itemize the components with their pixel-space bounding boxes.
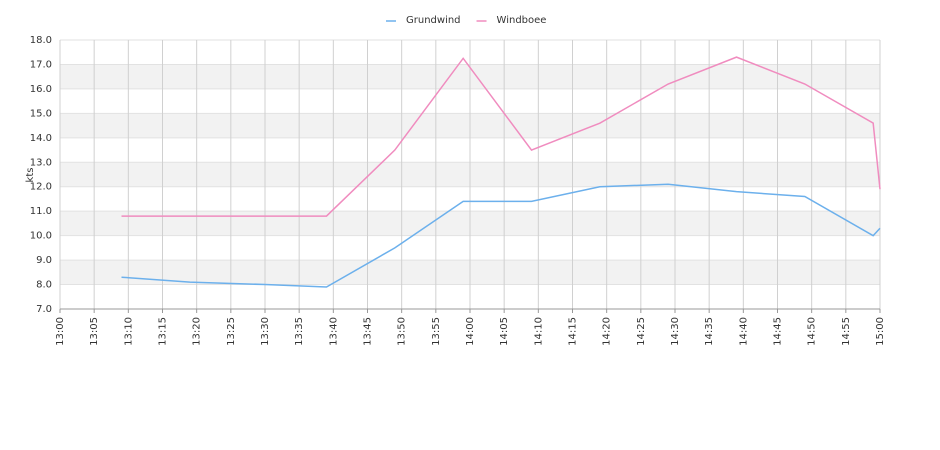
x-tick-label: 14:30 bbox=[670, 317, 681, 346]
x-tick-label: 13:15 bbox=[158, 317, 169, 346]
x-tick-label: 13:40 bbox=[328, 317, 339, 346]
y-tick-label: 17.0 bbox=[30, 59, 52, 70]
x-tick-label: 13:20 bbox=[192, 317, 203, 346]
x-tick-label: 14:00 bbox=[465, 317, 476, 346]
x-tick-label: 14:25 bbox=[636, 317, 647, 346]
x-tick-label: 13:25 bbox=[226, 317, 237, 346]
x-tick-label: 14:45 bbox=[773, 317, 784, 346]
x-tick-label: 14:55 bbox=[841, 317, 852, 346]
y-tick-label: 18.0 bbox=[30, 35, 52, 46]
x-tick-label: 14:20 bbox=[602, 317, 613, 346]
x-tick-label: 13:55 bbox=[431, 317, 442, 346]
x-tick-label: 13:10 bbox=[123, 317, 134, 346]
series-line bbox=[121, 183, 881, 288]
x-tick-label: 13:50 bbox=[397, 317, 408, 346]
y-tick-label: 14.0 bbox=[30, 133, 52, 144]
x-tick-label: 13:30 bbox=[260, 317, 271, 346]
x-tick-label: 14:50 bbox=[807, 317, 818, 346]
y-tick-label: 8.0 bbox=[36, 280, 52, 291]
x-tick-label: 14:40 bbox=[738, 317, 749, 346]
y-axis-label: kts bbox=[25, 168, 36, 183]
x-tick-label: 15:00 bbox=[875, 317, 886, 346]
y-tick-label: 12.0 bbox=[30, 182, 52, 193]
y-tick-label: 13.0 bbox=[30, 157, 52, 168]
y-tick-label: 9.0 bbox=[36, 255, 52, 266]
x-tick-label: 13:05 bbox=[89, 317, 100, 346]
y-tick-label: 11.0 bbox=[30, 206, 52, 217]
x-tick-label: 14:05 bbox=[499, 317, 510, 346]
x-tick-label: 14:10 bbox=[533, 317, 544, 346]
x-tick-label: 14:15 bbox=[568, 317, 579, 346]
x-tick-label: 13:00 bbox=[55, 317, 66, 346]
y-tick-label: 7.0 bbox=[36, 304, 52, 315]
legend-label: Grundwind bbox=[406, 15, 461, 26]
legend-label: Windboee bbox=[497, 15, 547, 26]
y-tick-label: 15.0 bbox=[30, 108, 52, 119]
y-tick-label: 10.0 bbox=[30, 231, 52, 242]
y-tick-label: 16.0 bbox=[30, 84, 52, 95]
x-tick-label: 13:45 bbox=[363, 317, 374, 346]
series-line bbox=[121, 56, 881, 217]
x-tick-label: 14:35 bbox=[704, 317, 715, 346]
x-tick-label: 13:35 bbox=[294, 317, 305, 346]
